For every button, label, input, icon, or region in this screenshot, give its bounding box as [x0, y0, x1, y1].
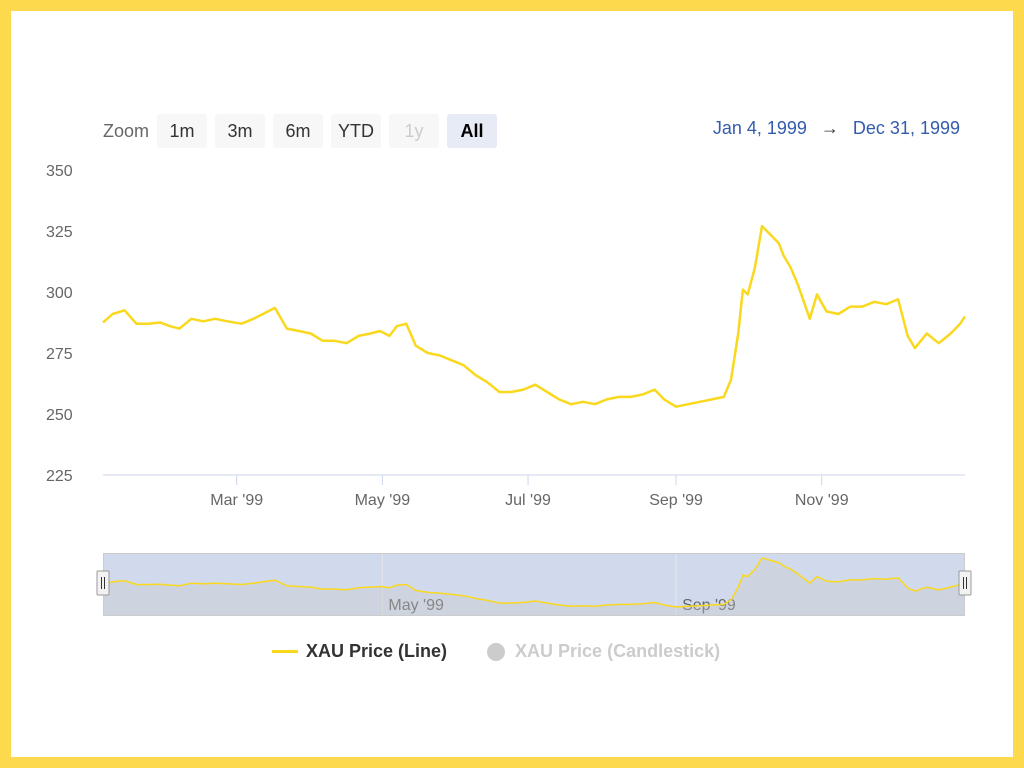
y-tick-label: 350 [46, 163, 73, 180]
legend-item-candlestick[interactable]: XAU Price (Candlestick) [487, 641, 720, 662]
y-tick-label: 250 [46, 407, 73, 424]
x-axis: Mar '99 May '99 Jul '99 Sep '99 Nov '99 [103, 474, 965, 509]
y-tick-label: 325 [46, 224, 73, 241]
zoom-ytd-button[interactable]: YTD [331, 114, 382, 148]
zoom-toolbar: Zoom 1m 3m 6m YTD 1y All [103, 113, 505, 149]
series-line-xau-price[interactable] [102, 224, 967, 408]
x-tick-label: Mar '99 [210, 492, 263, 509]
navigator-series-area [103, 558, 965, 616]
legend-dot-symbol [487, 642, 506, 661]
zoom-3m-button[interactable]: 3m [215, 114, 266, 148]
y-axis-labels: 350 325 300 275 250 225 [46, 163, 73, 485]
x-tick-label: May '99 [355, 492, 411, 509]
navigator-handle-right[interactable] [958, 570, 972, 596]
legend-line-symbol [272, 650, 298, 653]
y-tick-label: 275 [46, 346, 73, 363]
range-arrow: → [820, 118, 839, 138]
range-to-input[interactable]: Dec 31, 1999 [852, 118, 960, 138]
zoom-6m-button[interactable]: 6m [273, 114, 324, 148]
x-tick-label: Nov '99 [795, 492, 849, 509]
zoom-all-button[interactable]: All [447, 114, 498, 148]
navigator-series-line [102, 557, 966, 608]
legend-item-line[interactable]: XAU Price (Line) [272, 641, 447, 662]
x-tick-label: Sep '99 [649, 492, 703, 509]
navigator-handle-left[interactable] [96, 570, 110, 596]
legend-label-line: XAU Price (Line) [306, 641, 448, 661]
y-tick-label: 225 [46, 468, 73, 485]
zoom-1m-button[interactable]: 1m [157, 114, 208, 148]
navigator-handle-body[interactable] [958, 570, 972, 596]
navigator-handle-body[interactable] [96, 570, 110, 596]
range-from-input[interactable]: Jan 4, 1999 [712, 118, 807, 138]
legend-label-candlestick: XAU Price (Candlestick) [515, 641, 721, 661]
x-tick-label: Jul '99 [505, 492, 551, 509]
navigator[interactable]: May '99 Sep '99 [96, 553, 972, 616]
y-tick-label: 300 [46, 285, 73, 302]
zoom-label: Zoom [103, 120, 150, 141]
zoom-1y-button[interactable]: 1y [389, 114, 440, 148]
legend: XAU Price (Line) XAU Price (Candlestick) [272, 641, 760, 662]
date-range: Jan 4, 1999 → Dec 31, 1999 [713, 118, 960, 139]
navigator-tick-label: May '99 [388, 597, 444, 614]
